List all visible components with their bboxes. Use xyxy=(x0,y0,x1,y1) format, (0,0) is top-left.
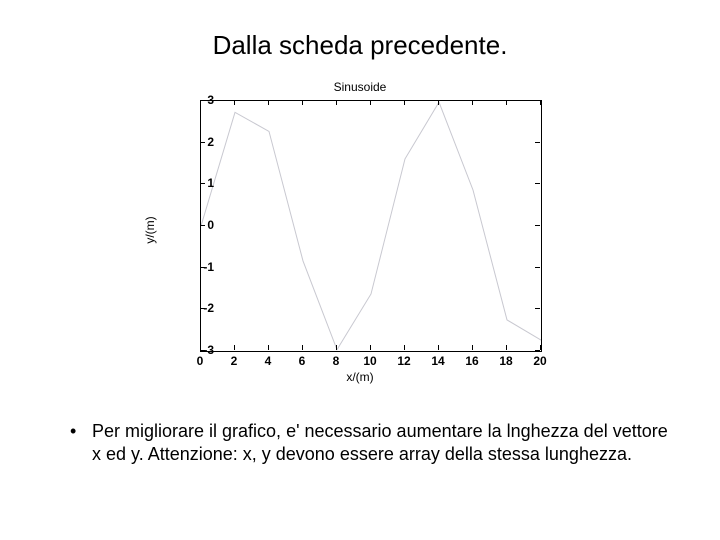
y-axis-label: y/(m) xyxy=(143,216,157,243)
bullet-dot-icon: • xyxy=(70,420,76,443)
y-tick-mark xyxy=(200,308,205,309)
chart-title: Sinusoide xyxy=(160,80,560,94)
x-tick-label: 14 xyxy=(431,354,444,368)
y-tick-mark xyxy=(535,183,540,184)
x-tick-mark xyxy=(540,345,541,350)
y-tick-mark xyxy=(200,350,205,351)
x-tick-mark xyxy=(268,100,269,105)
sine-curve xyxy=(201,101,541,351)
x-tick-mark xyxy=(438,100,439,105)
x-tick-mark xyxy=(404,345,405,350)
bullet-text-block: • Per migliorare il grafico, e' necessar… xyxy=(70,420,670,465)
y-tick-mark xyxy=(200,225,205,226)
slide: Dalla scheda precedente. Sinusoide y/(m)… xyxy=(0,0,720,540)
y-tick-mark xyxy=(535,350,540,351)
x-tick-mark xyxy=(302,100,303,105)
x-tick-mark xyxy=(506,100,507,105)
x-tick-mark xyxy=(302,345,303,350)
x-tick-mark xyxy=(200,100,201,105)
x-tick-label: 0 xyxy=(197,354,204,368)
y-tick-label: 2 xyxy=(207,135,214,149)
y-tick-mark xyxy=(535,267,540,268)
x-tick-mark xyxy=(370,345,371,350)
x-tick-mark xyxy=(336,345,337,350)
x-tick-label: 16 xyxy=(465,354,478,368)
x-tick-label: 10 xyxy=(363,354,376,368)
y-tick-mark xyxy=(535,308,540,309)
chart-container: Sinusoide y/(m) x/(m) -3-2-1012302468101… xyxy=(160,80,560,380)
y-tick-label: 3 xyxy=(207,93,214,107)
x-tick-label: 2 xyxy=(231,354,238,368)
bullet-text: Per migliorare il grafico, e' necessario… xyxy=(92,420,670,465)
x-tick-label: 18 xyxy=(499,354,512,368)
x-tick-label: 12 xyxy=(397,354,410,368)
page-title: Dalla scheda precedente. xyxy=(0,30,720,61)
x-tick-label: 4 xyxy=(265,354,272,368)
plot-area xyxy=(200,100,542,352)
x-tick-mark xyxy=(268,345,269,350)
y-tick-mark xyxy=(200,267,205,268)
x-tick-label: 20 xyxy=(533,354,546,368)
x-tick-mark xyxy=(404,100,405,105)
y-tick-mark xyxy=(200,183,205,184)
y-tick-label: 0 xyxy=(207,218,214,232)
y-tick-mark xyxy=(200,142,205,143)
x-tick-label: 6 xyxy=(299,354,306,368)
x-tick-mark xyxy=(438,345,439,350)
x-tick-mark xyxy=(336,100,337,105)
x-tick-mark xyxy=(540,100,541,105)
x-axis-label: x/(m) xyxy=(160,370,560,384)
y-tick-mark xyxy=(535,142,540,143)
y-tick-mark xyxy=(535,225,540,226)
x-tick-mark xyxy=(370,100,371,105)
x-tick-mark xyxy=(472,345,473,350)
x-tick-mark xyxy=(200,345,201,350)
x-tick-mark xyxy=(234,345,235,350)
y-tick-label: 1 xyxy=(207,176,214,190)
x-tick-label: 8 xyxy=(333,354,340,368)
x-tick-mark xyxy=(472,100,473,105)
x-tick-mark xyxy=(506,345,507,350)
x-tick-mark xyxy=(234,100,235,105)
